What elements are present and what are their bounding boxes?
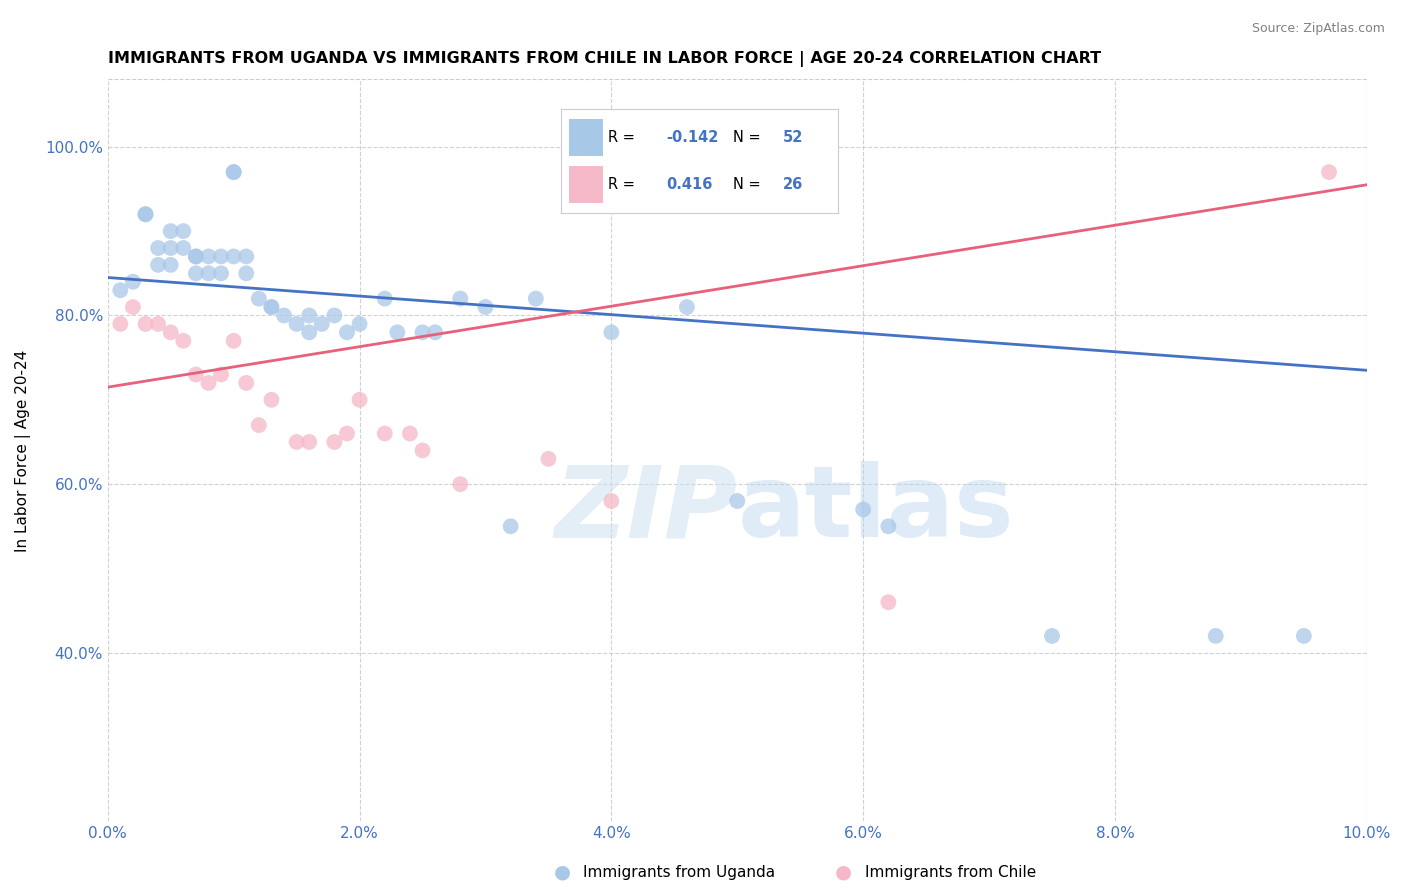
Point [449,477,471,491]
Point [172,224,194,238]
Point [524,292,547,306]
Text: Immigrants from Chile: Immigrants from Chile [865,865,1036,880]
Point [600,326,623,340]
Point [1292,629,1315,643]
Point [184,266,207,280]
Point [323,434,346,449]
Point [323,309,346,323]
Point [122,275,145,289]
Text: Immigrants from Uganda: Immigrants from Uganda [583,865,776,880]
Point [412,326,434,340]
Point [146,258,169,272]
Point [235,266,257,280]
Point [877,595,900,609]
Point [209,266,232,280]
Point [197,376,219,390]
Point [209,249,232,263]
Point [184,368,207,382]
Point [110,283,132,297]
Point [575,165,598,179]
Point [298,326,321,340]
Point [537,451,560,466]
Point [135,207,157,221]
Point [1317,165,1340,179]
Point [499,519,522,533]
Point [260,300,283,314]
Point [184,249,207,263]
Point [235,249,257,263]
Point [349,392,371,407]
Text: ZIP: ZIP [554,461,737,558]
Point [285,317,308,331]
Text: ●: ● [554,863,571,882]
Point [1040,629,1063,643]
Point [412,443,434,458]
Point [222,334,245,348]
Point [172,241,194,255]
Point [423,326,446,340]
Text: IMMIGRANTS FROM UGANDA VS IMMIGRANTS FROM CHILE IN LABOR FORCE | AGE 20-24 CORRE: IMMIGRANTS FROM UGANDA VS IMMIGRANTS FRO… [108,51,1101,67]
Point [600,494,623,508]
Point [311,317,333,331]
Text: ●: ● [835,863,852,882]
Point [159,326,181,340]
Point [135,317,157,331]
Point [449,292,471,306]
Point [336,326,359,340]
Point [273,309,295,323]
Point [222,249,245,263]
Point [197,266,219,280]
Point [336,426,359,441]
Point [222,165,245,179]
Point [235,376,257,390]
Point [146,241,169,255]
Text: Source: ZipAtlas.com: Source: ZipAtlas.com [1251,22,1385,36]
Point [172,334,194,348]
Point [374,426,396,441]
Point [197,249,219,263]
Y-axis label: In Labor Force | Age 20-24: In Labor Force | Age 20-24 [15,350,31,551]
Point [110,317,132,331]
Point [349,317,371,331]
Point [247,418,270,433]
Point [387,326,409,340]
Point [298,309,321,323]
Point [1205,629,1227,643]
Point [285,434,308,449]
Point [122,300,145,314]
Point [474,300,496,314]
Point [222,165,245,179]
Point [725,494,748,508]
Point [260,392,283,407]
Point [852,502,875,516]
Point [801,165,824,179]
Point [159,241,181,255]
Point [877,519,900,533]
Text: atlas: atlas [737,461,1014,558]
Point [298,434,321,449]
Point [146,317,169,331]
Point [135,207,157,221]
Point [184,249,207,263]
Point [260,300,283,314]
Point [374,292,396,306]
Point [159,224,181,238]
Point [159,258,181,272]
Point [676,300,699,314]
Point [209,368,232,382]
Point [399,426,422,441]
Point [247,292,270,306]
